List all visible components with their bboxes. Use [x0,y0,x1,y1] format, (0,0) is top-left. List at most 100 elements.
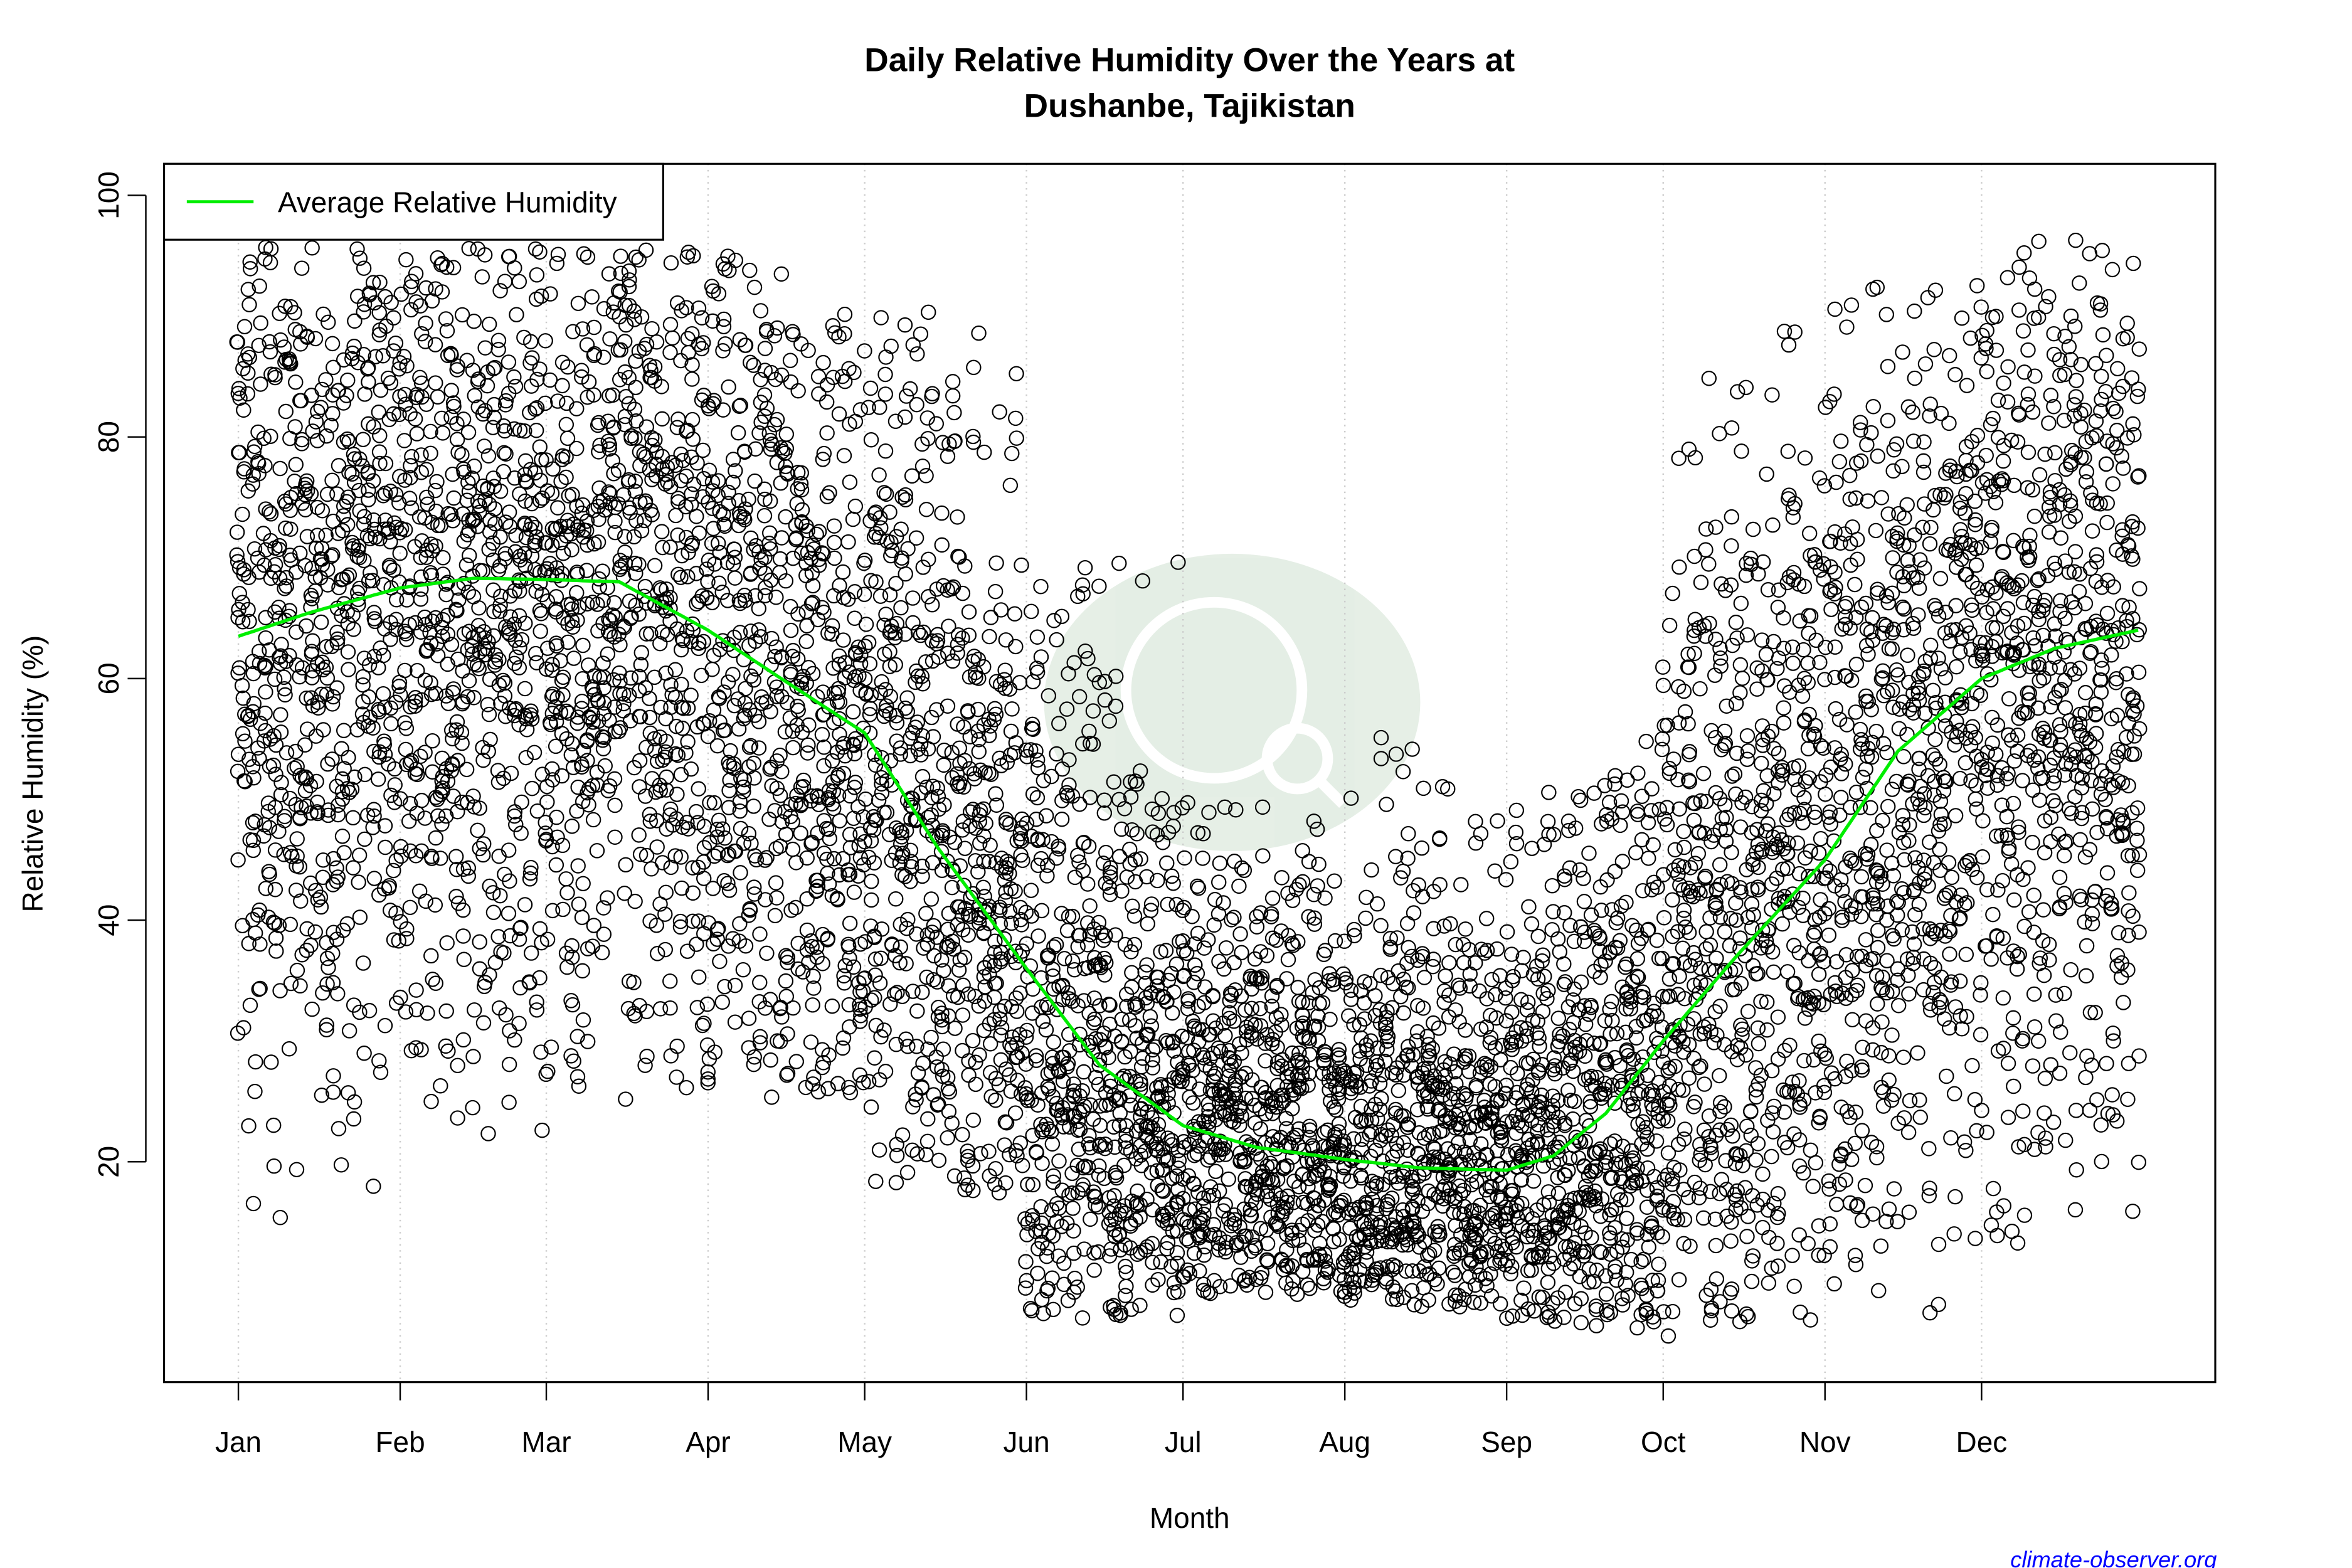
data-point [1362,1078,1377,1094]
data-point [319,486,336,502]
data-point [361,416,376,432]
data-point [399,632,415,647]
data-point [543,286,558,302]
data-point [527,241,544,257]
data-point [580,657,596,673]
data-point [417,744,433,760]
data-point [378,839,393,856]
data-point [383,716,399,732]
data-point [438,586,454,603]
data-point [1488,987,1503,1003]
data-point [234,677,250,694]
data-point [252,278,267,294]
data-point [638,419,654,435]
data-point [252,644,267,659]
data-point [575,1012,591,1028]
data-point [324,472,340,489]
data-point [267,557,283,573]
data-point [258,501,273,517]
data-point [1258,1285,1274,1300]
data-point [618,1091,633,1107]
data-point [236,402,252,418]
data-point [331,1121,347,1136]
data-point [481,316,497,332]
data-point [863,432,879,448]
data-point [242,997,258,1014]
data-point [888,891,904,907]
data-point [512,920,528,936]
data-point [349,241,365,257]
data-point [365,275,381,290]
data-point [638,739,654,755]
data-point [263,428,278,444]
data-point [1046,1168,1062,1184]
data-point [439,323,455,339]
data-point [393,687,408,703]
data-point [232,390,248,406]
data-point [474,269,490,285]
data-point [770,1033,785,1049]
data-point [451,592,467,608]
data-point [298,618,314,634]
data-point [237,774,253,790]
data-point [566,650,582,666]
data-point [294,436,310,452]
data-point [1086,1262,1102,1278]
data-point [1226,1013,1242,1029]
data-point [387,777,403,793]
data-point [689,1000,706,1015]
data-point [305,633,320,649]
data-point [867,990,882,1005]
data-point [299,943,315,958]
data-point [435,425,451,441]
data-point [558,416,575,433]
data-point [371,305,388,320]
data-point [241,751,257,767]
data-point [814,727,830,743]
data-point [299,529,315,544]
data-point [386,310,401,326]
data-point [752,1035,768,1051]
data-point [438,808,454,824]
data-point [1200,932,1216,948]
data-point [393,839,409,855]
data-point [404,273,420,289]
data-point [951,962,967,978]
data-point [318,527,334,543]
data-point [1080,876,1096,892]
data-point [440,626,456,642]
data-point [842,1084,859,1101]
data-point [397,522,413,538]
data-point [371,1053,387,1069]
data-point [1008,638,1024,655]
data-point [517,897,533,913]
data-point [383,632,398,647]
data-point [571,1078,587,1094]
data-point [383,787,399,803]
data-point [1025,786,1041,802]
data-point [988,1093,1004,1108]
data-point [811,386,827,402]
data-point [401,813,417,829]
data-point [388,905,404,921]
data-point [1233,988,1249,1004]
data-point [559,885,575,901]
data-point [427,482,443,499]
data-point [517,681,533,697]
data-point [293,393,309,409]
data-point [319,1022,334,1037]
data-point [393,848,409,864]
data-point [427,337,443,352]
data-point [872,975,888,991]
data-point [689,936,704,952]
data-point [329,680,345,696]
data-point [273,332,289,348]
data-point [607,797,623,813]
data-point [1210,906,1227,922]
data-point [805,578,821,594]
data-point [423,849,439,864]
data-point [450,1110,465,1126]
data-point [1207,891,1223,908]
data-point [346,1094,363,1110]
data-point [918,1147,934,1163]
